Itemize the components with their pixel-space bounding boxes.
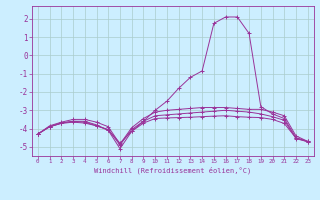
X-axis label: Windchill (Refroidissement éolien,°C): Windchill (Refroidissement éolien,°C) bbox=[94, 167, 252, 174]
